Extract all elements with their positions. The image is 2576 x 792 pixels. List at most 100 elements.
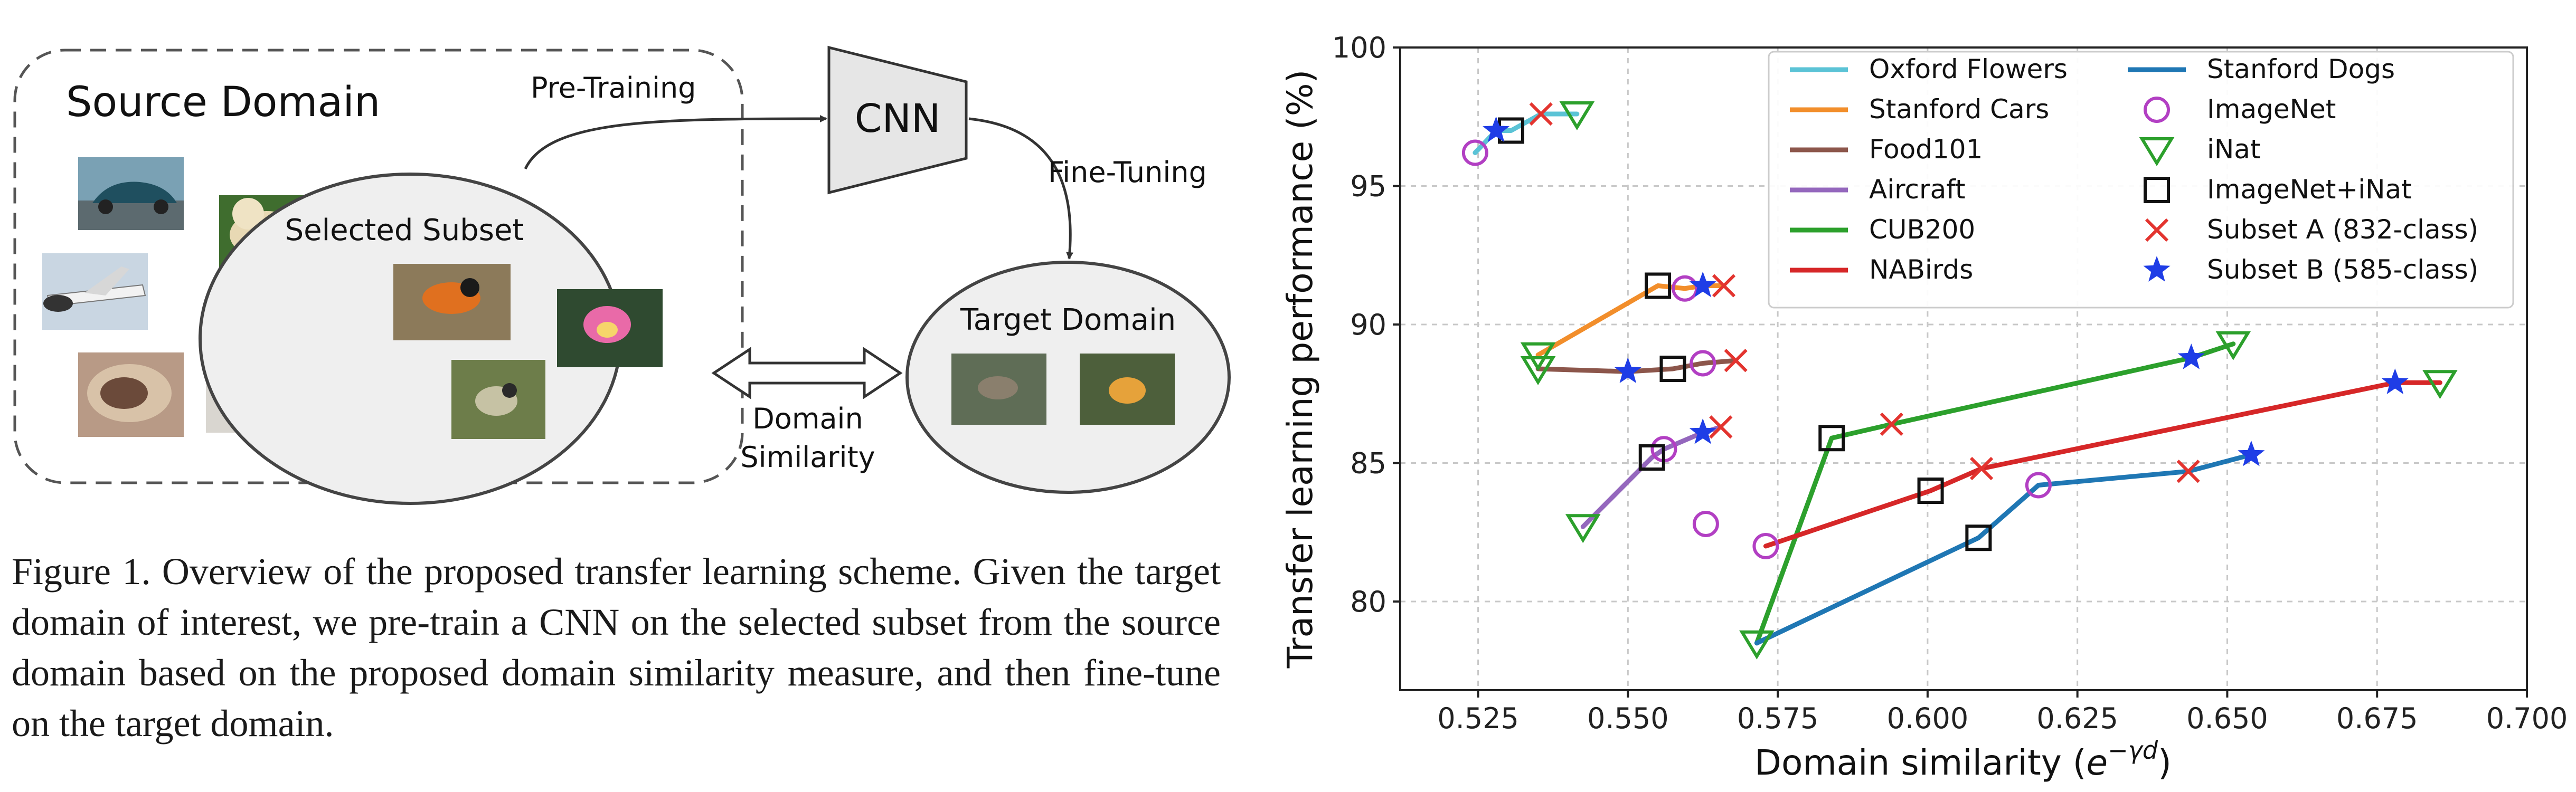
marker-imagenet-inat <box>1645 272 1672 299</box>
subset-images <box>393 264 663 439</box>
y-tick-label: 85 <box>1350 447 1386 480</box>
marker-inat <box>2422 370 2458 399</box>
marker-imagenet-inat <box>1917 478 1944 504</box>
legend-label-inat: iNat <box>2207 134 2261 165</box>
x-tick-label: 0.550 <box>1587 702 1669 735</box>
selected-subset-label: Selected Subset <box>285 213 524 247</box>
series-line-stanford-dogs <box>1754 452 2254 646</box>
series-line-cub200 <box>1754 341 2236 646</box>
marker-subset-a-832-class <box>1969 456 1994 481</box>
marker-imagenet <box>1690 350 1716 377</box>
source-domain-title: Source Domain <box>66 79 380 126</box>
finetuning-label: Fine-Tuning <box>1048 156 1207 189</box>
marker-inat <box>1559 101 1595 130</box>
legend-label-oxford-flowers: Oxford Flowers <box>1869 54 2068 84</box>
target-domain-ellipse <box>905 261 1231 494</box>
x-tick-label: 0.525 <box>1437 702 1519 735</box>
marker-subset-a-832-class <box>1880 412 1903 436</box>
series-line-aircraft <box>1580 424 1723 529</box>
y-tick-label: 80 <box>1350 585 1386 618</box>
legend-label-stanford-dogs: Stanford Dogs <box>2207 54 2395 84</box>
y-axis-label: Transfer learning performance (%) <box>1280 70 1320 669</box>
domain-similarity-label-2: Similarity <box>740 441 875 474</box>
marker-subset-b-585-class <box>2238 440 2265 466</box>
legend: Oxford Flowers Stanford Cars Food101 Aircra… <box>1768 51 2514 309</box>
marker-imagenet-inat <box>1818 425 1845 452</box>
marker-subset-b-585-class <box>1689 271 1716 298</box>
legend-label-subset-a-832-class: Subset A (832-class) <box>2207 214 2478 245</box>
marker-subset-b-585-class <box>1483 116 1510 142</box>
legend-marker-subset-b-585-class <box>2143 256 2171 282</box>
legend-marker-inat <box>2139 137 2175 166</box>
x-tick-label: 0.650 <box>2186 702 2268 735</box>
x-tick-label: 0.575 <box>1737 702 1819 735</box>
marker-subset-a-832-class <box>1724 349 1748 373</box>
marker-imagenet-inat <box>1659 356 1686 382</box>
marker-inat <box>1520 356 1556 385</box>
domain-similarity-label-1: Domain <box>752 402 863 435</box>
marker-subset-a-832-class <box>1709 415 1733 439</box>
legend-marker-imagenet <box>2144 97 2170 123</box>
target-bird-photo-1 <box>951 354 1046 425</box>
marker-subset-b-585-class <box>1689 418 1716 444</box>
series-line-nabirds <box>1763 380 2442 549</box>
cnn-label: CNN <box>855 96 940 141</box>
target-bird-photo-2 <box>1080 354 1175 425</box>
legend-label-cub200: CUB200 <box>1869 214 1975 245</box>
airplane-photo <box>42 253 148 330</box>
pretraining-label: Pre-Training <box>531 71 696 104</box>
oriole-photo <box>393 264 511 340</box>
marker-imagenet <box>1461 139 1488 166</box>
legend-frame <box>1768 51 2514 309</box>
legend-label-stanford-cars: Stanford Cars <box>1869 94 2049 125</box>
marker-subset-b-585-class <box>1614 357 1641 384</box>
marker-subset-b-585-class <box>2381 368 2409 395</box>
finetuning-arrow <box>968 117 1074 260</box>
x-tick-label: 0.700 <box>2486 702 2568 735</box>
y-tick-label: 100 <box>1332 31 1386 64</box>
marker-subset-a-832-class <box>2176 460 2200 483</box>
series-markers <box>1461 101 2458 660</box>
marker-imagenet-inat <box>1638 444 1665 471</box>
marker-subset-a-832-class <box>1529 102 1553 126</box>
plot-frame <box>1399 46 2528 691</box>
marker-imagenet-inat <box>1965 524 1992 551</box>
marker-inat <box>1739 630 1775 660</box>
marker-subset-b-585-class <box>2177 343 2205 369</box>
marker-inat <box>2215 331 2251 360</box>
marker-imagenet <box>1692 511 1719 537</box>
x-tick-label: 0.625 <box>2036 702 2118 735</box>
figure-caption: Figure 1. Overview of the proposed trans… <box>12 550 1221 745</box>
marker-subset-a-832-class <box>1712 274 1736 298</box>
marker-inat <box>1520 342 1556 371</box>
car-photo <box>78 157 184 230</box>
x-tick-label: 0.600 <box>1887 702 1969 735</box>
pretraining-arrow <box>524 115 827 170</box>
marker-imagenet <box>1672 275 1699 302</box>
transfer-learning-diagram: Source Domain <box>13 45 1231 505</box>
legend-marker-imagenet-inat <box>2144 177 2170 203</box>
finch-photo <box>451 360 545 439</box>
legend-label-food101: Food101 <box>1869 134 1983 165</box>
domain-similarity-arrow <box>711 347 903 399</box>
target-images <box>951 354 1175 425</box>
x-axis-label: Domain similarity (e−γd) <box>1754 736 2172 783</box>
marker-imagenet <box>2025 472 2052 499</box>
legend-label-imagenet: ImageNet <box>2207 94 2336 125</box>
legend-label-aircraft: Aircraft <box>1869 174 1966 205</box>
legend-label-nabirds: NABirds <box>1869 254 1973 285</box>
legend-label-subset-b-585-class: Subset B (585-class) <box>2207 254 2478 285</box>
y-tick-label: 90 <box>1350 308 1386 341</box>
lotus-photo <box>557 289 663 367</box>
transfer-performance-chart: 0.525 0.550 0.575 0.600 0.625 0.650 0.675 0.700… <box>1280 31 2568 783</box>
marker-inat <box>1565 514 1601 543</box>
cnn-block <box>827 45 968 195</box>
ticks: 0.525 0.550 0.575 0.600 0.625 0.650 0.675 0.700… <box>1332 31 2568 735</box>
x-tick-label: 0.675 <box>2336 702 2418 735</box>
food-photo <box>78 352 184 437</box>
legend-marker-subset-a-832-class <box>2145 218 2169 242</box>
marker-imagenet <box>1752 533 1779 559</box>
y-tick-label: 95 <box>1350 170 1386 203</box>
target-domain-label: Target Domain <box>960 303 1176 337</box>
legend-label-imagenet-inat: ImageNet+iNat <box>2207 174 2412 205</box>
